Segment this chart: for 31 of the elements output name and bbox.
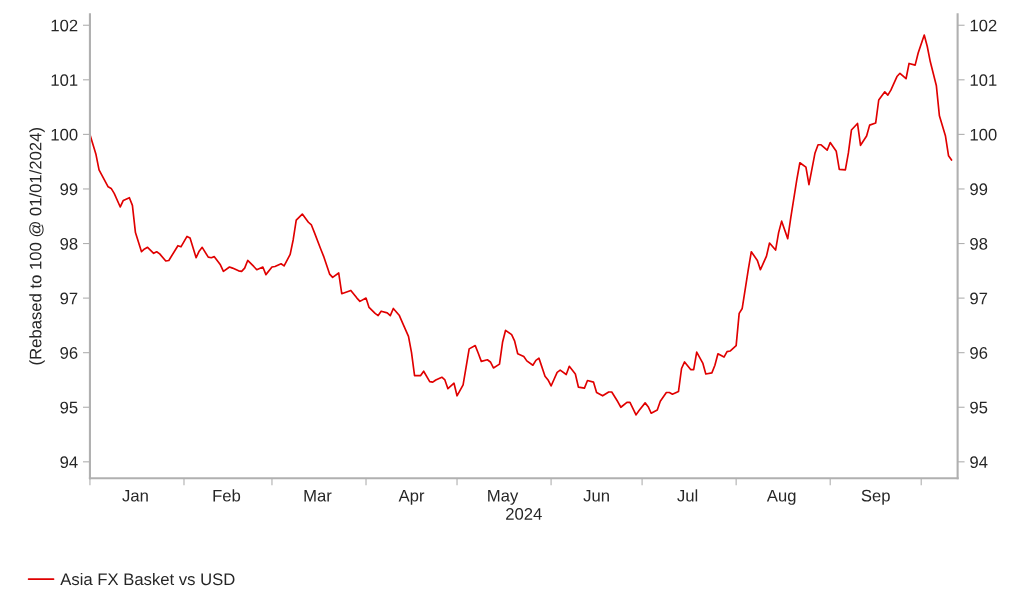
y2-tick-label: 94: [970, 456, 988, 469]
y2-tick-label: 100: [970, 128, 997, 141]
y-axis-title: (Rebased to 100 @ 01/01/2024): [29, 128, 45, 365]
x-tick-label: Feb: [213, 489, 241, 502]
line-series: [89, 34, 953, 416]
y2-tick-label: 98: [970, 237, 988, 250]
y2-tick-label: 102: [970, 19, 997, 32]
legend-label: Asia FX Basket vs USD: [60, 572, 235, 586]
x-tick-label: Jan: [122, 489, 148, 502]
y-tick-label: 98: [60, 237, 78, 250]
y2-tick-label: 95: [970, 401, 988, 414]
y-tick-label: 94: [60, 456, 78, 469]
x-tick-label: Mar: [304, 489, 332, 502]
y-tick-label: 102: [51, 19, 78, 32]
x-tick-label: Jul: [677, 489, 698, 502]
x-tick-label: Apr: [398, 489, 425, 505]
y-tick-label: 97: [60, 292, 78, 305]
x-tick-label: May: [488, 489, 519, 505]
x-axis-title: 2024: [506, 508, 542, 520]
y2-tick-label: 99: [970, 183, 988, 196]
x-tick-label: Jun: [583, 489, 609, 502]
y2-tick-label: 96: [970, 347, 988, 359]
y-tick-label: 100: [51, 128, 78, 141]
y-tick-label: 101: [51, 74, 78, 87]
x-tick-label: Aug: [766, 489, 796, 505]
y2-tick-label: 101: [970, 74, 997, 87]
y2-tick-label: 97: [970, 292, 988, 305]
y-tick-label: 95: [60, 401, 78, 414]
x-tick-label: Sep: [861, 489, 890, 505]
y-tick-label: 96: [60, 347, 78, 359]
y-tick-label: 99: [60, 183, 78, 196]
